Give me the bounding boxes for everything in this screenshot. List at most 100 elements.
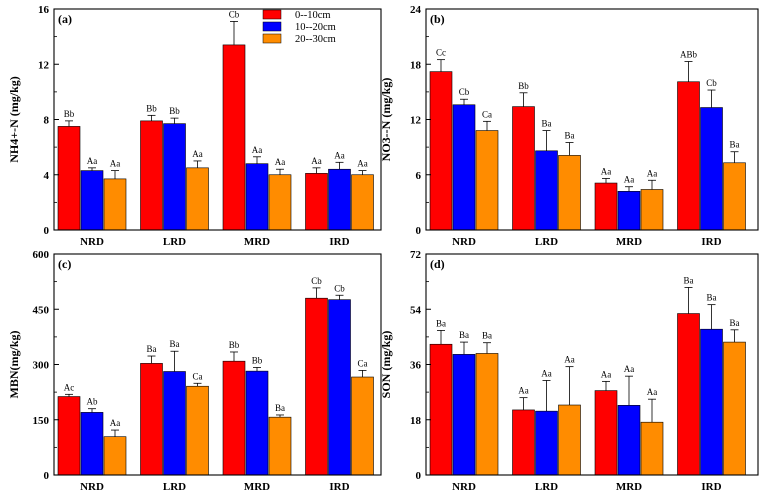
significance-label: Cb xyxy=(334,283,345,293)
significance-label: Aa xyxy=(357,159,368,169)
significance-label: Bb xyxy=(252,355,263,365)
significance-label: Ca xyxy=(193,371,203,381)
significance-label: Bb xyxy=(169,106,180,116)
y-tick-label: 36 xyxy=(410,360,422,372)
legend-swatch xyxy=(262,33,282,44)
significance-label: Ba xyxy=(436,318,446,328)
significance-label: Ac xyxy=(64,382,75,392)
bar-nrd-low xyxy=(57,126,81,231)
significance-label: Ba xyxy=(459,330,469,340)
bar-mrd-mid xyxy=(617,405,641,476)
significance-label: Ba xyxy=(565,131,575,141)
y-tick-label: 4 xyxy=(44,170,50,182)
bar-mrd-low xyxy=(594,390,618,476)
significance-label: Cb xyxy=(229,9,240,19)
y-tick-label: 8 xyxy=(44,115,50,127)
significance-label: Cb xyxy=(706,78,717,88)
x-category-label: NRD xyxy=(452,236,476,248)
bar-ird-mid xyxy=(700,107,723,231)
bar-nrd-mid xyxy=(80,412,104,476)
bar-lrd-low xyxy=(512,409,535,476)
significance-label: Aa xyxy=(311,156,322,166)
bar-lrd-low xyxy=(512,106,535,231)
bar-nrd-low xyxy=(57,396,81,476)
bar-ird-low xyxy=(677,81,700,231)
bar-mrd-high xyxy=(268,416,292,476)
y-tick-label: 300 xyxy=(33,360,50,372)
significance-label: Aa xyxy=(110,159,121,169)
significance-label: Aa xyxy=(541,368,552,378)
significance-label: Aa xyxy=(647,168,658,178)
significance-label: Aa xyxy=(518,386,529,396)
significance-label: Aa xyxy=(564,355,575,365)
significance-label: ABb xyxy=(680,49,698,59)
bar-ird-mid xyxy=(328,299,351,476)
bar-lrd-mid xyxy=(163,123,186,231)
significance-label: Cb xyxy=(459,87,470,97)
significance-label: Aa xyxy=(624,175,635,185)
x-category-label: IRD xyxy=(329,481,349,493)
y-tick-label: 18 xyxy=(410,59,422,71)
y-tick-label: 0 xyxy=(416,225,422,237)
panel-tag: (b) xyxy=(430,12,445,26)
significance-label: Cb xyxy=(311,276,322,286)
panel-tag: (c) xyxy=(58,257,71,271)
bar-ird-high xyxy=(351,376,374,476)
x-category-label: MRD xyxy=(244,236,270,248)
y-axis-title: MBN(mg/kg) xyxy=(7,331,21,399)
bar-nrd-high xyxy=(103,178,127,231)
bar-mrd-high xyxy=(268,174,292,231)
significance-label: Aa xyxy=(647,387,658,397)
y-tick-label: 18 xyxy=(410,415,422,427)
bar-mrd-high xyxy=(640,189,664,231)
significance-label: Aa xyxy=(334,150,345,160)
chart-panel-4: Ba Aa Aa Ba Ba Aa Aa Ba Ba Aa Aa Ba 0 18 36 54 72 NRD LRD M… xyxy=(379,249,759,493)
x-category-label: NRD xyxy=(80,236,104,248)
x-category-label: LRD xyxy=(535,481,558,493)
x-category-label: LRD xyxy=(163,236,186,248)
bar-mrd-mid xyxy=(245,370,269,476)
significance-label: Aa xyxy=(192,149,203,159)
bar-lrd-low xyxy=(140,120,163,231)
significance-label: Ba xyxy=(482,331,492,341)
bar-lrd-mid xyxy=(535,410,558,476)
y-tick-label: 0 xyxy=(44,470,50,482)
y-tick-label: 16 xyxy=(38,4,50,16)
y-tick-label: 150 xyxy=(33,415,50,427)
significance-label: Ab xyxy=(87,397,98,407)
x-category-label: IRD xyxy=(701,236,721,248)
significance-label: Aa xyxy=(624,364,635,374)
significance-label: Ca xyxy=(358,358,368,368)
y-tick-label: 72 xyxy=(410,249,422,261)
significance-label: Ba xyxy=(147,344,157,354)
legend-swatch xyxy=(262,9,282,20)
significance-label: Bb xyxy=(146,103,157,113)
bar-lrd-low xyxy=(140,363,163,476)
bar-mrd-low xyxy=(222,44,246,231)
bar-lrd-mid xyxy=(535,150,558,231)
x-category-label: NRD xyxy=(80,481,104,493)
y-axis-title: SON (mg/kg) xyxy=(379,331,393,399)
bar-lrd-high xyxy=(558,155,581,231)
significance-label: Aa xyxy=(87,156,98,166)
significance-label: Aa xyxy=(601,166,612,176)
bar-lrd-high xyxy=(186,167,209,231)
bar-nrd-mid xyxy=(452,354,476,476)
x-category-label: NRD xyxy=(452,481,476,493)
significance-label: Aa xyxy=(601,369,612,379)
legend-swatch xyxy=(262,21,282,32)
y-tick-label: 6 xyxy=(416,170,422,182)
chart-panel-2: Cc Bb Aa ABb Cb Ba Aa Cb Ca Ba Aa Ba 0 6 12 18 24 NRD LRD M… xyxy=(379,4,759,248)
y-axis-title: NH4+-N (mg/kg) xyxy=(7,76,21,163)
significance-label: Ba xyxy=(275,403,285,413)
bar-nrd-mid xyxy=(80,170,104,231)
panel-tag: (d) xyxy=(430,257,445,271)
bar-ird-low xyxy=(305,297,328,476)
bar-nrd-high xyxy=(103,436,127,476)
y-axis-title: NO3--N (mg/kg) xyxy=(379,78,393,162)
bar-nrd-high xyxy=(475,353,499,476)
bar-lrd-mid xyxy=(163,371,186,476)
y-tick-label: 600 xyxy=(33,249,50,261)
legend-label: 0--10cm xyxy=(295,10,331,21)
